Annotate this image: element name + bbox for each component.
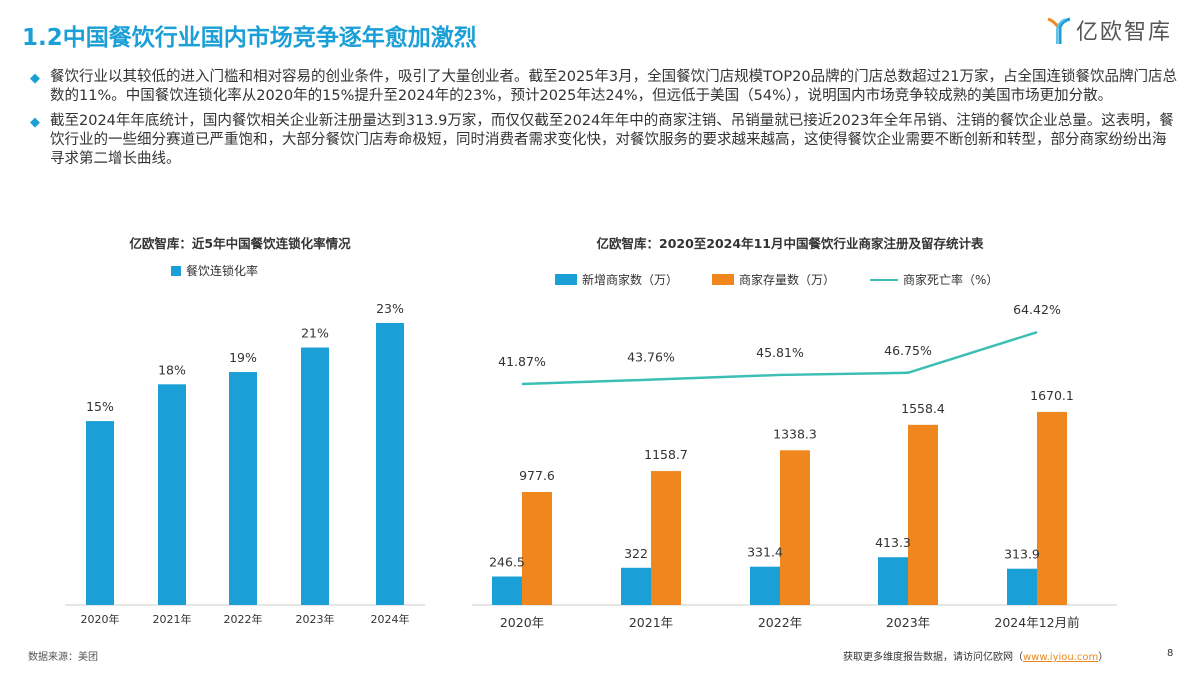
chart2-rate-label: 46.75% — [884, 343, 932, 358]
chart2-label-new: 313.9 — [1004, 547, 1040, 562]
data-source: 数据来源：美团 — [28, 652, 98, 663]
website-link[interactable]: www.iyiou.com — [1023, 652, 1099, 663]
chart2-title: 亿欧智库：2020至2024年11月中国餐饮行业商家注册及留存统计表 — [597, 236, 984, 251]
chart1-x-tick: 2024年 — [371, 612, 410, 626]
chart2-x-tick: 2023年 — [886, 615, 930, 630]
bullet-list: ◆ 餐饮行业以其较低的进入门槛和相对容易的创业条件，吸引了大量创业者。截至2025… — [30, 68, 1180, 175]
chart2-label-stock: 977.6 — [519, 468, 555, 483]
chart2-bar-new — [492, 576, 522, 605]
chart2-rate-label: 45.81% — [756, 345, 804, 360]
chart1-x-tick: 2021年 — [153, 612, 192, 626]
chart2-x-tick: 2021年 — [629, 615, 673, 630]
chart1-bar — [376, 323, 404, 605]
chart1-legend-swatch — [171, 266, 181, 276]
chart2-rate-label: 41.87% — [498, 354, 546, 369]
chart1-legend-label: 餐饮连锁化率 — [186, 263, 258, 278]
chart2-label-stock: 1558.4 — [901, 401, 945, 416]
chart2-bar-stock — [908, 424, 938, 605]
chart2-bar-new — [621, 567, 651, 605]
chart2-label-new: 246.5 — [489, 555, 525, 570]
chart2-bar-stock — [1037, 411, 1067, 605]
chart2-label-new: 331.4 — [747, 545, 783, 560]
chart2-label-stock: 1338.3 — [773, 426, 817, 441]
chart2-label-stock: 1670.1 — [1030, 388, 1074, 403]
chart2-rate-label: 43.76% — [627, 350, 675, 365]
chart2-label-new: 322 — [624, 546, 648, 561]
page-number: 8 — [1167, 648, 1174, 659]
chart2-x-tick: 2020年 — [500, 615, 544, 630]
chart2-legend-swatch-stock — [712, 274, 734, 285]
chart1-data-label: 18% — [158, 362, 186, 377]
chart2-legend-rate: 商家死亡率（%） — [903, 272, 998, 287]
chart2-x-tick: 2022年 — [758, 615, 802, 630]
chart2-label-stock: 1158.7 — [644, 447, 688, 462]
footer-text: 获取更多维度报告数据，请访问亿欧网（ — [843, 652, 1023, 663]
chart2-legend-stock: 商家存量数（万） — [739, 272, 835, 287]
chart1-data-label: 21% — [301, 326, 329, 341]
bullet-text: 截至2024年年底统计，国内餐饮相关企业新注册量达到313.9万家，而仅仅截至2… — [50, 113, 1174, 167]
chart1-data-label: 23% — [376, 301, 404, 316]
chart1-bar — [229, 372, 257, 605]
chart1-x-tick: 2023年 — [296, 612, 335, 626]
chart1-bar — [301, 347, 329, 605]
chart1-x-tick: 2020年 — [81, 612, 120, 626]
chart1-bar — [158, 384, 186, 605]
chart2-bar-new — [750, 566, 780, 605]
chart2-bar-stock — [780, 450, 810, 605]
page-title: 1.2中国餐饮行业国内市场竞争逐年愈加激烈 — [22, 25, 477, 51]
chart1-title: 亿欧智库：近5年中国餐饮连锁化率情况 — [129, 236, 351, 251]
chart1-data-label: 19% — [229, 350, 257, 365]
bullet-item: ◆ 截至2024年年底统计，国内餐饮相关企业新注册量达到313.9万家，而仅仅截至… — [30, 112, 1180, 169]
logo-text: 亿欧智库 — [1076, 20, 1173, 45]
bullet-text: 餐饮行业以其较低的进入门槛和相对容易的创业条件，吸引了大量创业者。截至2025年… — [50, 69, 1178, 104]
logo: 亿欧智库 — [1046, 14, 1172, 46]
chart2-label-new: 413.3 — [875, 535, 911, 550]
chart1-data-label: 15% — [86, 399, 114, 414]
footer-text-end: ） — [1098, 652, 1109, 663]
chart1-bar — [86, 421, 114, 605]
chart2-legend-swatch-new — [555, 274, 577, 285]
diamond-icon: ◆ — [30, 71, 40, 86]
chart2-bar-stock — [522, 491, 552, 605]
chart2-legend-new: 新增商家数（万） — [582, 272, 678, 287]
chart1-x-tick: 2022年 — [224, 612, 263, 626]
chart2-bar-new — [1007, 568, 1037, 605]
logo-icon — [1047, 17, 1071, 44]
chart2-bar-new — [878, 557, 908, 605]
diamond-icon: ◆ — [30, 115, 40, 130]
chart2-bar-stock — [651, 471, 681, 605]
chart2-rate-label: 64.42% — [1013, 302, 1061, 317]
chart2-x-tick: 2024年12月前 — [994, 615, 1079, 630]
footer-note: 获取更多维度报告数据，请访问亿欧网（www.iyiou.com） — [843, 648, 1108, 663]
bullet-item: ◆ 餐饮行业以其较低的进入门槛和相对容易的创业条件，吸引了大量创业者。截至2025… — [30, 68, 1180, 106]
